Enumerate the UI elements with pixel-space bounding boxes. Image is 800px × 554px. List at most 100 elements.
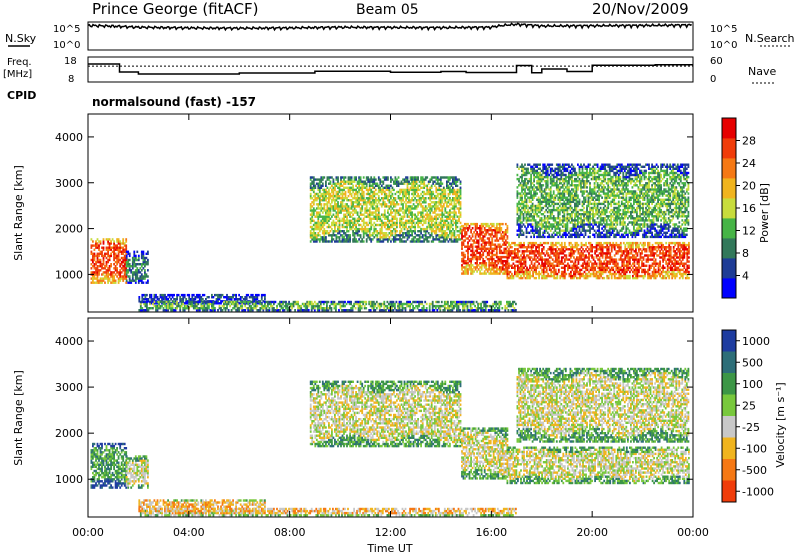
data-cell [101,281,103,284]
data-cell [323,207,326,210]
data-cell [528,171,531,175]
data-cell [131,275,134,278]
data-cell [662,270,664,274]
data-cell [108,265,111,268]
data-cell [367,201,370,204]
data-cell [346,207,348,210]
data-cell [90,250,93,253]
data-cell [383,221,386,225]
data-cell [542,252,545,255]
data-cell [530,180,532,183]
data-cell [663,266,666,269]
data-cell [388,238,391,241]
data-cell [343,232,345,235]
data-cell [134,254,137,258]
data-cell [325,219,327,222]
data-cell [371,184,374,187]
data-cell [468,260,471,263]
data-cell [96,256,99,260]
data-cell [227,298,230,301]
frequency-panel: Freq. [MHz] 18 8 60 0 Nave [3,56,776,85]
data-cell [421,205,424,208]
data-cell [133,252,136,255]
data-cell [114,252,117,255]
data-cell [123,242,126,245]
data-cell [350,225,353,229]
data-cell [332,207,335,210]
data-cell [337,176,339,179]
data-cell [92,240,94,243]
data-cell [256,296,259,299]
data-cell [352,197,354,200]
data-cell [421,176,424,179]
data-cell [436,217,439,220]
data-cell [405,211,407,214]
data-cell [318,190,321,194]
data-cell [420,240,422,243]
data-cell [506,231,509,234]
data-cell [239,296,242,299]
data-cell [311,188,314,192]
data-cell [595,262,598,265]
data-cell [455,176,457,179]
data-cell [147,298,150,301]
data-cell [458,234,460,237]
data-cell [365,192,368,196]
data-cell [337,205,339,208]
data-cell [380,184,383,187]
data-cell [557,254,560,257]
data-cell [456,215,459,218]
data-cell [684,262,687,265]
data-cell [480,239,483,242]
sky-count-trace [87,22,692,32]
data-cell [538,262,540,265]
data-cell [309,209,312,212]
data-cell [674,241,677,245]
data-cell [134,279,137,282]
data-cell [382,201,385,204]
data-cell [653,254,655,257]
data-cell [337,225,339,229]
data-cell [344,182,347,185]
data-cell [504,239,507,242]
data-cell [117,258,120,262]
data-cell [101,277,103,280]
data-cell [96,275,99,278]
data-cell [379,182,382,185]
data-cell [343,178,345,181]
data-cell [420,221,422,225]
data-cell [314,223,317,227]
data-cell [349,207,351,210]
data-cell [130,281,133,284]
data-cell [533,215,535,218]
data-cell [125,252,128,255]
data-cell [96,252,99,255]
data-cell [394,211,397,214]
data-cell [516,208,519,212]
data-cell [380,225,383,229]
data-cell [385,203,388,206]
data-cell [338,240,341,243]
data-cell [442,186,445,189]
data-cell [553,274,556,278]
data-cell [344,207,347,210]
data-cell [592,256,595,259]
data-cell [334,184,336,187]
data-cell [352,180,354,183]
data-cell [417,178,419,181]
data-cell [383,194,386,198]
data-cell [382,215,385,218]
data-cell [344,234,347,237]
data-cell [387,199,389,202]
data-cell [128,265,131,268]
data-cell [337,213,339,216]
data-cell [362,182,365,185]
data-cell [173,302,175,305]
data-cell [311,227,314,231]
data-cell [110,242,112,245]
data-cell [361,240,364,243]
data-cell [498,231,501,234]
data-cell [399,230,401,233]
data-cell [388,186,391,189]
data-cell [359,188,362,192]
